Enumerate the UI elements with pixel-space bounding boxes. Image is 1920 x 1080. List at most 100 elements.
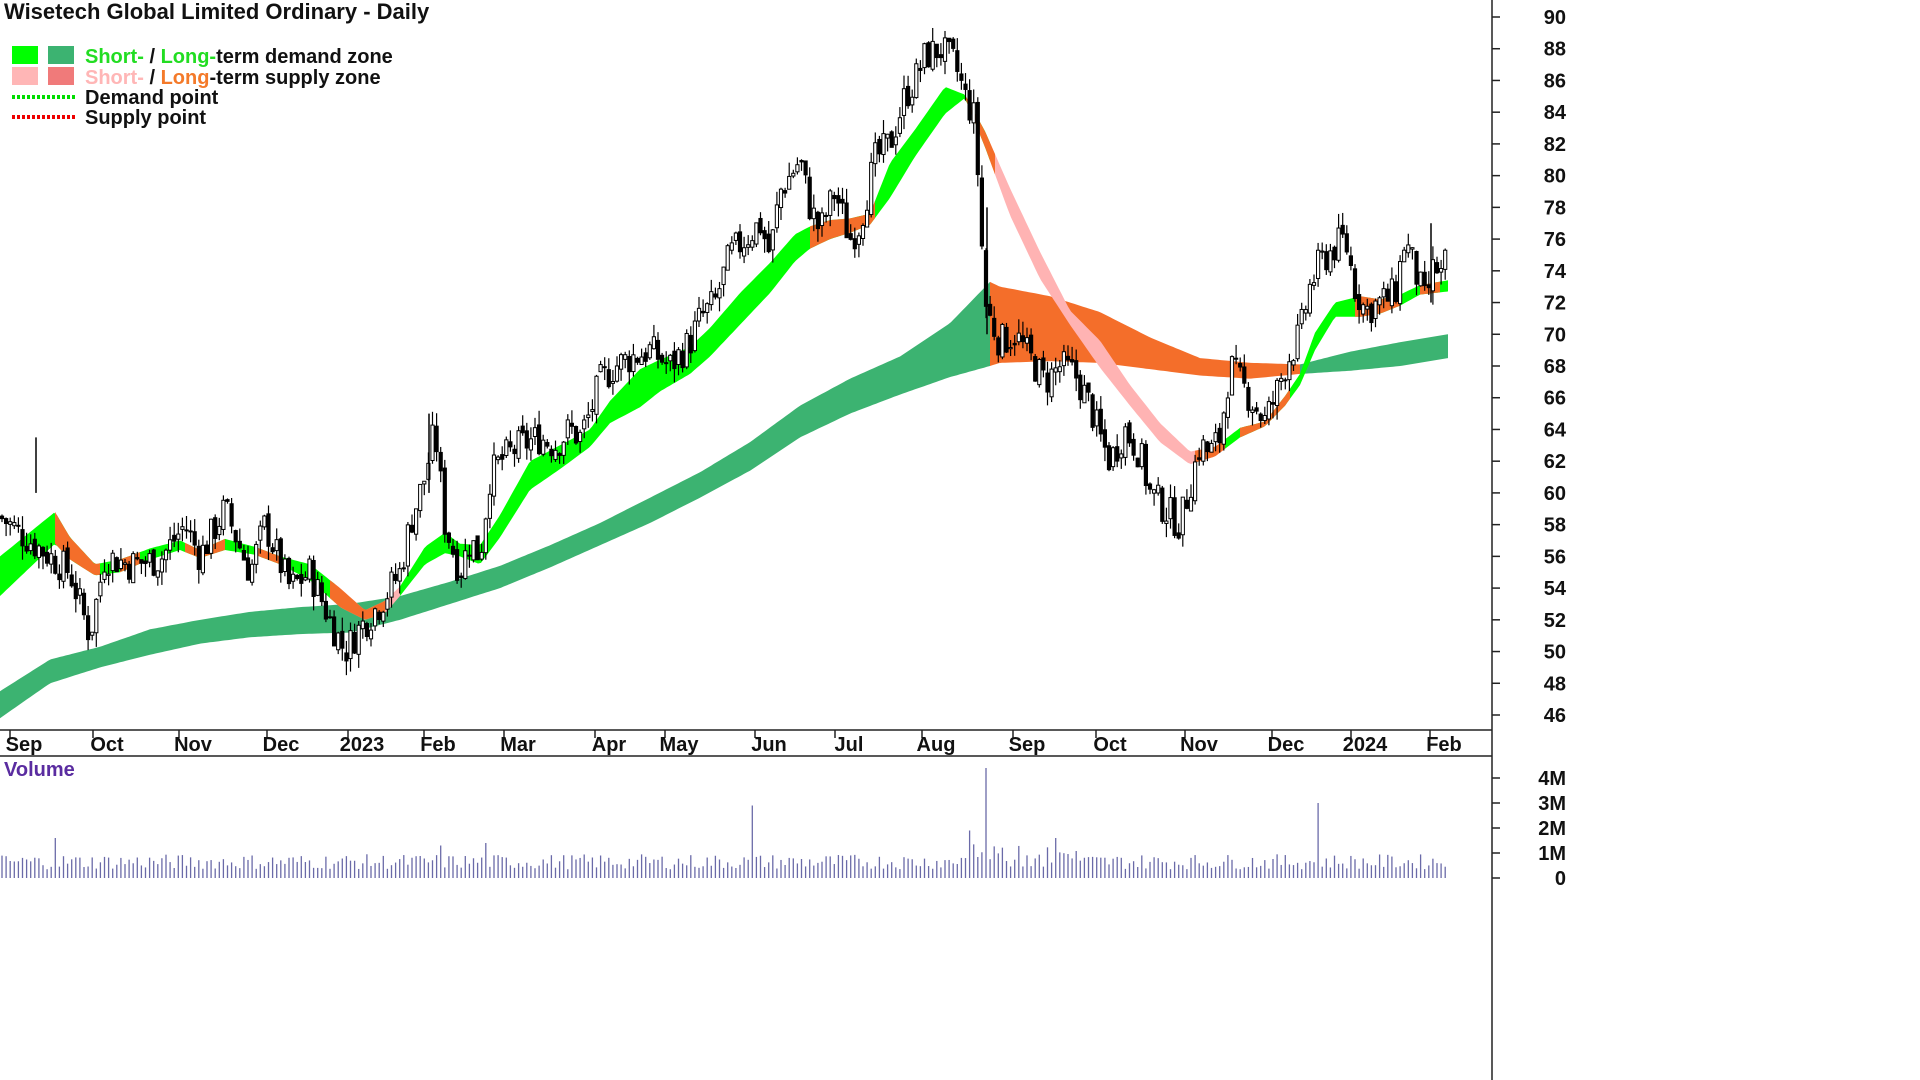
candle (135, 551, 140, 561)
candle (852, 227, 857, 258)
legend-item-demand-zone: Short- / Long-term demand zone (85, 46, 393, 68)
candle (209, 518, 214, 559)
candle (668, 353, 673, 372)
candle (1336, 213, 1341, 263)
candle (315, 571, 320, 597)
candle (824, 212, 829, 223)
candle (61, 544, 66, 589)
candle (1123, 423, 1128, 466)
y-tick-label: 60 (1544, 483, 1566, 505)
candle (1053, 357, 1058, 386)
candle (897, 107, 902, 138)
candle (1180, 496, 1185, 547)
candle (1102, 419, 1108, 462)
candle (754, 222, 759, 248)
candle (1299, 302, 1304, 330)
candle (828, 188, 833, 227)
candle (664, 351, 669, 374)
candle (168, 526, 173, 560)
candle (45, 545, 50, 567)
short-term-supply-pocket (810, 201, 875, 249)
candle (1254, 401, 1259, 415)
candle (1172, 486, 1177, 539)
candle (1041, 350, 1046, 378)
candle (1303, 305, 1308, 321)
candle (172, 522, 177, 548)
x-tick-label: Aug (917, 734, 956, 756)
candles-layer (0, 27, 1448, 676)
volume-tick-label: 1M (1538, 843, 1566, 865)
y-tick-label: 50 (1544, 642, 1566, 664)
candle (590, 399, 595, 422)
candle (647, 341, 652, 360)
x-tick-label: Nov (1180, 734, 1219, 756)
candle (1221, 411, 1226, 451)
candle (578, 429, 583, 453)
volume-tick-label: 3M (1538, 793, 1566, 815)
candle (1016, 319, 1021, 346)
candle (1164, 507, 1169, 538)
price-axis: 46 48 50 52 54 56 58 60 62 64 66 68 70 72 74 76 78 80 82 84… (1492, 7, 1567, 727)
candle (901, 75, 907, 130)
candle (1160, 485, 1165, 524)
candle (1184, 489, 1190, 510)
volume-axis: 0 1M 2M 3M 4M (1492, 768, 1566, 890)
candle (254, 541, 259, 574)
candle (1307, 278, 1313, 317)
legend-swatch-short-supply (12, 67, 38, 85)
candle (1086, 382, 1091, 402)
candle (332, 610, 337, 647)
candle (1201, 435, 1206, 466)
candle (860, 223, 866, 246)
candle (766, 221, 771, 254)
candle (799, 159, 804, 171)
x-tick-label: Nov (174, 734, 213, 756)
candle (1418, 271, 1423, 287)
candle (869, 152, 874, 218)
candle (721, 266, 726, 297)
short-term-supply-pocket (255, 546, 280, 565)
y-tick-label: 86 (1544, 70, 1566, 92)
candle (705, 302, 710, 324)
candle (1111, 446, 1116, 471)
candle (729, 236, 734, 255)
candle (319, 575, 324, 607)
candle (549, 445, 554, 463)
legend-item-supply-zone: Short- / Long-term supply zone (85, 67, 381, 89)
candle (955, 38, 960, 82)
candle (180, 517, 185, 542)
candle (1373, 298, 1378, 328)
candle (508, 430, 513, 452)
candle (1152, 488, 1157, 506)
candle (918, 60, 923, 83)
candle (151, 548, 156, 577)
x-tick-label: 2024 (1343, 734, 1388, 756)
candle (963, 73, 968, 101)
candle (1340, 212, 1345, 238)
candle (778, 187, 784, 221)
candle (1266, 396, 1272, 426)
volume-layer (1, 768, 1446, 878)
candle (94, 598, 99, 647)
candle (975, 97, 980, 187)
candle (4, 517, 9, 537)
candle (737, 224, 743, 259)
candle (750, 235, 755, 251)
short-term-supply-pocket (330, 580, 385, 620)
candle (422, 480, 427, 496)
candle (1295, 313, 1300, 362)
y-tick-label: 88 (1544, 39, 1566, 61)
candle (651, 324, 656, 350)
candle (930, 27, 935, 72)
candle (951, 37, 956, 52)
candle (122, 558, 128, 572)
candle (733, 231, 738, 245)
candle (516, 426, 521, 463)
candle (1393, 274, 1399, 304)
candle (36, 543, 41, 569)
y-tick-label: 84 (1544, 102, 1567, 124)
candle (791, 169, 796, 179)
candle (1197, 447, 1202, 466)
candle (1061, 344, 1067, 376)
candle (610, 369, 615, 395)
